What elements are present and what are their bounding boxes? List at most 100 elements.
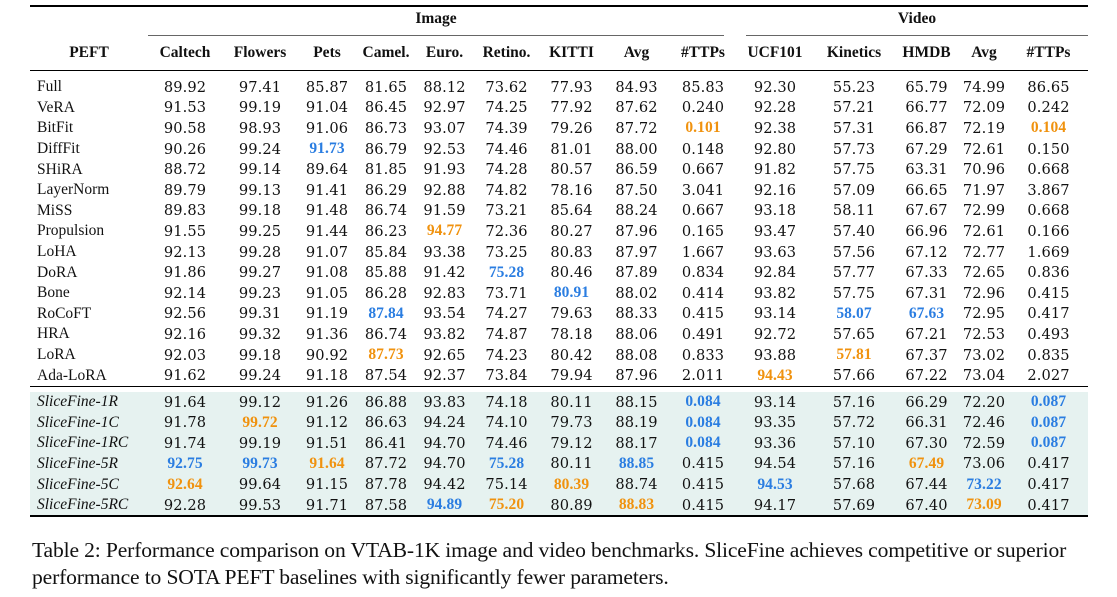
column-header: Kinetics [814,36,894,71]
method-name: DiffFit [37,140,80,158]
method-name: SHiRA [37,160,83,178]
method-name: HRA [37,325,70,343]
cell-value: 91.53 [163,99,207,117]
cell-value: 87.50 [615,181,658,199]
bottom-rule [30,515,1088,519]
cell-value: 91.07 [305,243,349,261]
cell-value: 0.417 [1009,474,1088,495]
method-name: SliceFine-1C [30,412,148,434]
cell-value: 0.668 [1027,161,1070,179]
cell-value: 81.01 [550,140,593,158]
cell-value: 87.58 [356,494,416,517]
table-row: SliceFine-1R 91.64 99.12 91.26 86.88 93.83 74.… [30,391,1088,413]
cell-value: 74.23 [485,346,528,364]
table-row: Bone 92.14 99.23 91.05 86.28 92.83 73.71 80.91 8… [30,283,1088,304]
cell-value: 57.75 [832,284,876,302]
cell-value: 88.12 [423,78,466,96]
cell-value: 99.24 [238,140,282,158]
cell-value: 73.02 [962,346,1006,364]
cell-value: 92.38 [753,119,797,137]
cell-best: 92.75 [148,453,222,475]
method-name: SliceFine-1RC [30,433,148,454]
cell-second: 0.104 [1030,119,1067,137]
cell-value: 91.12 [298,412,356,434]
cell-value: 86.29 [364,181,408,199]
cell-value: 99.14 [238,161,282,179]
cell-value: 91.44 [305,222,349,240]
cell-value: 91.74 [148,433,222,454]
cell-value: 99.32 [238,325,282,343]
cell-value: 71.97 [962,181,1006,199]
cell-value: 63.31 [905,161,948,179]
cell-best: 67.63 [908,304,945,322]
column-header: Caltech [148,36,222,71]
cell-value: 91.55 [163,222,207,240]
column-header: Euro. [416,36,473,71]
cell-second: 80.39 [540,474,603,495]
cell-value: 94.24 [416,412,473,434]
cell-value: 91.04 [305,99,349,117]
cell-value: 79.12 [540,433,603,454]
cell-value: 92.16 [163,325,207,343]
cell-value: 99.31 [238,305,282,323]
cell-value: 87.89 [615,264,658,282]
cell-value: 89.79 [163,181,207,199]
cell-second: 91.64 [298,453,356,475]
cell-value: 94.42 [416,474,473,495]
cell-value: 66.87 [905,119,948,137]
cell-best: 0.084 [670,433,736,454]
cell-value: 86.59 [615,161,658,179]
cell-value: 91.18 [305,367,349,385]
table-row: Full 89.92 97.41 85.87 81.65 88.12 73.62 77.93 8… [30,71,1088,98]
cell-value: 99.25 [238,222,282,240]
cell-value: 87.97 [615,243,658,261]
cell-value: 72.99 [962,202,1006,220]
cell-value: 0.165 [681,222,725,240]
cell-value: 86.79 [364,140,408,158]
cell-second: 0.101 [685,119,721,137]
cell-value: 72.46 [959,412,1009,434]
table-row: Ada-LoRA 91.62 99.24 91.18 87.54 92.37 73.84 79… [30,365,1088,386]
cell-value: 93.83 [416,391,473,413]
method-name: RoCoFT [37,304,92,322]
cell-value: 84.93 [615,78,658,96]
cell-value: 57.65 [832,325,876,343]
cell-value: 92.13 [163,243,207,261]
method-name: LoHA [37,243,77,261]
column-header: #TTPs [670,36,736,71]
column-header: KITTI [540,36,603,71]
cell-value: 99.53 [222,494,298,517]
cell-value: 74.18 [473,391,540,413]
cell-value: 92.28 [148,494,222,517]
cell-value: 99.64 [222,474,298,495]
cell-value: 80.42 [550,346,593,364]
cell-value: 57.56 [832,243,876,261]
cell-value: 0.834 [681,264,725,282]
cell-value: 0.667 [681,202,725,220]
cell-value: 67.44 [894,474,959,495]
cell-best: 88.85 [603,453,670,475]
cell-value: 91.48 [305,202,349,220]
cell-value: 72.61 [962,222,1006,240]
cell-value: 94.17 [736,494,814,517]
table-row: LayerNorm 89.79 99.13 91.41 86.29 92.88 74.82 7… [30,180,1088,201]
cell-value: 0.415 [670,474,736,495]
cell-value: 86.88 [356,391,416,413]
cell-value: 91.42 [423,264,466,282]
table-row: SliceFine-1RC 91.74 99.19 91.51 86.41 94.70 74… [30,433,1088,454]
cell-value: 93.88 [753,346,797,364]
column-header: #TTPs [1009,36,1088,71]
cell-value: 93.07 [423,119,466,137]
method-name: LoRA [37,346,76,364]
cell-value: 74.39 [485,119,528,137]
cell-value: 3.041 [681,181,725,199]
cell-value: 67.29 [905,140,948,158]
table-row: SliceFine-1C 91.78 99.72 91.12 86.63 94.24 74.… [30,412,1088,434]
cell-value: 94.70 [416,433,473,454]
cell-value: 91.82 [753,161,797,179]
cell-value: 99.27 [238,264,282,282]
cell-value: 88.74 [603,474,670,495]
cell-value: 89.64 [305,161,349,179]
cell-best: 0.087 [1009,412,1088,434]
method-name: DoRA [37,263,78,281]
